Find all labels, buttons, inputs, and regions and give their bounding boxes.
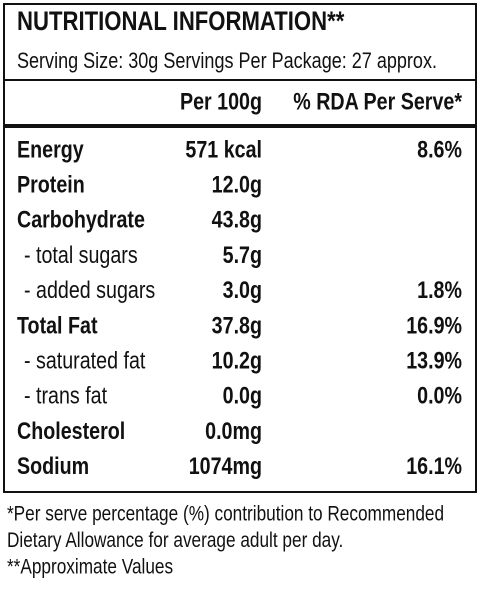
rda: 16.9% xyxy=(406,311,462,338)
per-100g: 571 kcal xyxy=(185,135,262,162)
row-label: Cholesterol xyxy=(17,417,125,444)
row-label: Total Fat xyxy=(17,311,98,338)
footnote: Dietary Allowance for average adult per … xyxy=(7,530,343,553)
row-label: - trans fat xyxy=(24,382,107,409)
rda: 16.1% xyxy=(406,452,462,479)
per-100g: 3.0g xyxy=(223,276,262,303)
row-label: Protein xyxy=(17,171,85,198)
per-100g: 5.7g xyxy=(223,241,262,268)
per-100g: 37.8g xyxy=(212,311,262,338)
label-border xyxy=(3,3,477,493)
per-100g: 1074mg xyxy=(189,452,262,479)
per-100g: 12.0g xyxy=(212,171,262,198)
rda: 13.9% xyxy=(406,347,462,374)
row-label: Energy xyxy=(17,135,84,162)
footnote: **Approximate Values xyxy=(7,556,173,579)
column-header: Per 100g xyxy=(180,87,262,114)
serving-info: Serving Size: 30g Servings Per Package: … xyxy=(17,49,437,73)
per-100g: 43.8g xyxy=(212,206,262,233)
row-label: Carbohydrate xyxy=(17,206,145,233)
rda: 1.8% xyxy=(417,276,462,303)
per-100g: 0.0g xyxy=(223,382,262,409)
row-label: - added sugars xyxy=(24,276,155,303)
footnote: *Per serve percentage (%) contribution t… xyxy=(7,503,444,526)
rda: 8.6% xyxy=(417,135,462,162)
column-header: % RDA Per Serve* xyxy=(293,87,462,114)
row-label: - total sugars xyxy=(24,241,138,268)
rda: 0.0% xyxy=(417,382,462,409)
row-label: Sodium xyxy=(17,452,89,479)
row-label: - saturated fat xyxy=(24,347,145,374)
per-100g: 0.0mg xyxy=(205,417,262,444)
per-100g: 10.2g xyxy=(212,347,262,374)
title: NUTRITIONAL INFORMATION** xyxy=(17,7,345,37)
